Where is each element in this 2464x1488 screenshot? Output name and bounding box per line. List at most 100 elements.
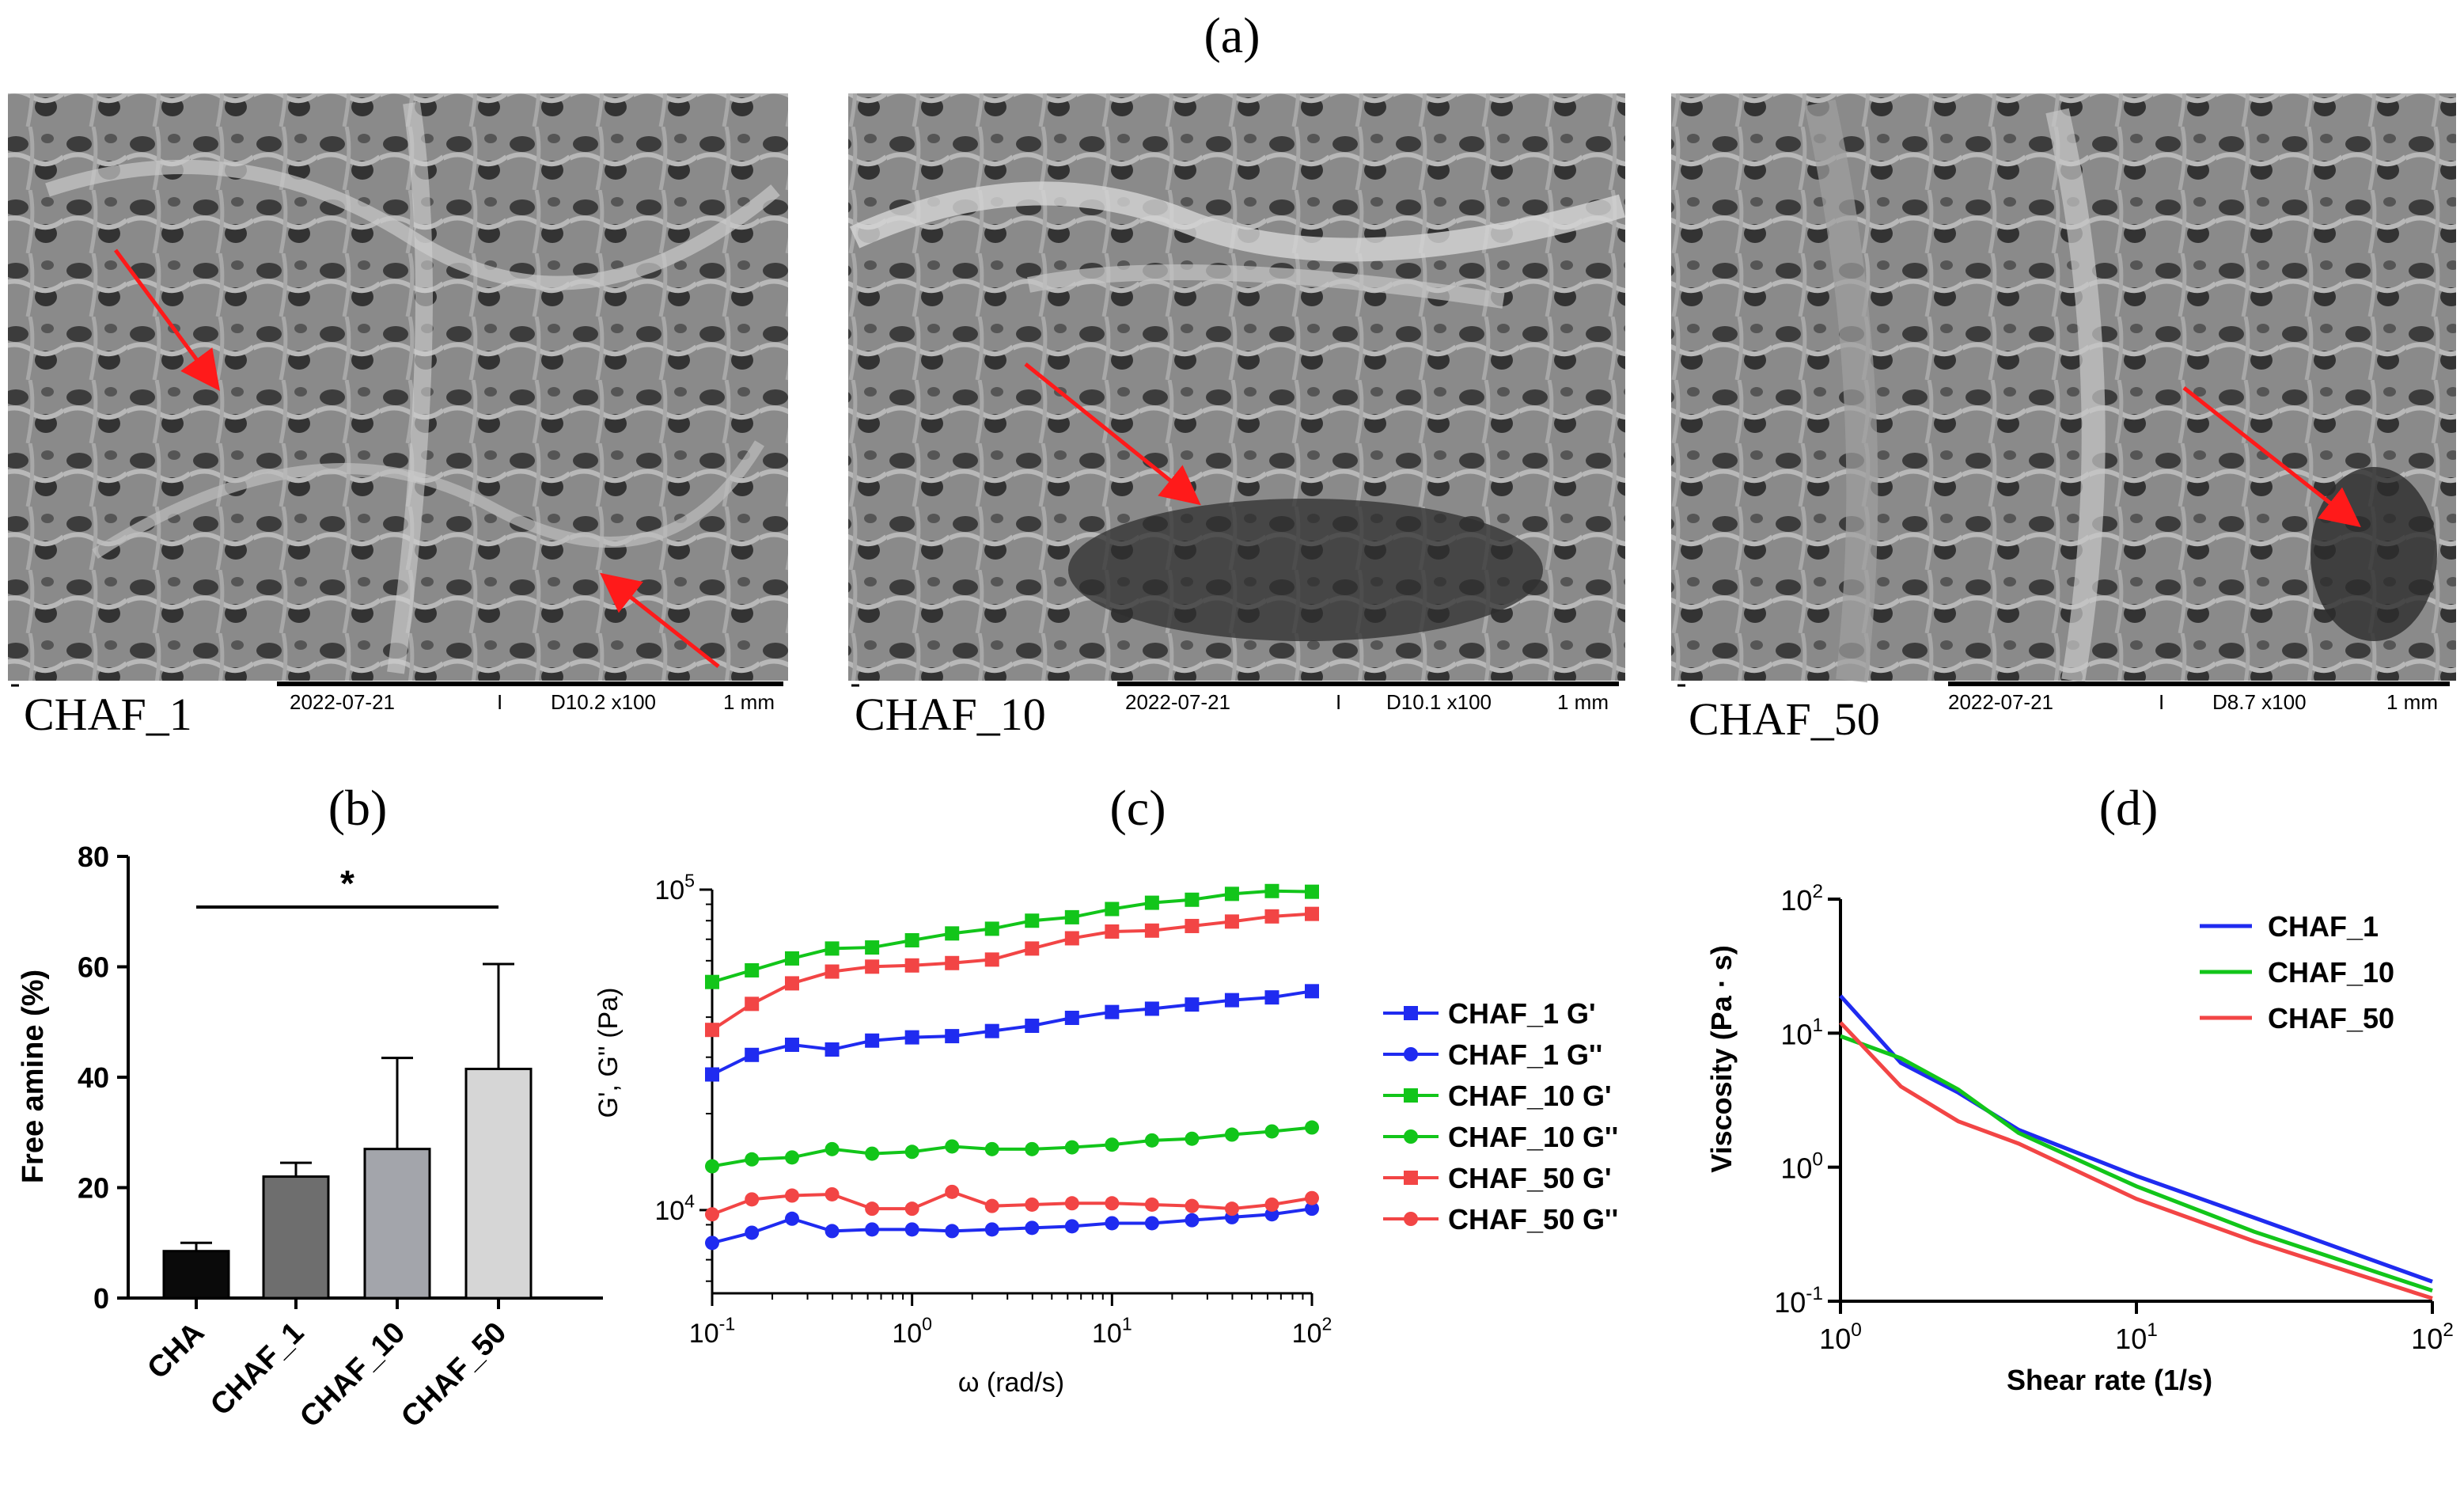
x-tick-label: 101 [2115,1319,2158,1355]
panel-c-label: (c) [1109,780,1166,836]
data-point [865,1146,880,1161]
series-line [711,889,1313,984]
data-point [705,1067,719,1082]
data-point [1025,913,1040,928]
pore-arrow [1024,363,1201,506]
data-point [1144,895,1159,910]
data-point [745,1152,760,1167]
data-point [945,1224,960,1239]
data-point [1305,906,1319,921]
sample-label: CHAF_10 [855,689,1046,740]
data-point [1305,884,1319,899]
data-point [1064,1010,1079,1025]
image-magnification: D10.1 x100 [1386,690,1492,714]
data-point [1105,1004,1120,1019]
data-point [1224,1201,1239,1217]
legend-label: CHAF_1 G'' [1448,1038,1602,1071]
y-axis-label: Viscosity (Pa · s) [1705,945,1738,1172]
data-point [1144,1001,1159,1016]
y-tick-label: 40 [78,1061,109,1094]
panel-d-label: (d) [2099,780,2159,836]
sem-caption-2: CHAF_10 2022-07-21 I D10.1 x100 1 mm [851,681,1619,740]
y-tick-label: 101 [1780,1015,1823,1050]
data-point [1144,923,1159,938]
panel-b-label: (b) [328,780,388,836]
x-tick-label: CHAF_10 [294,1316,411,1434]
x-tick-label: 101 [1092,1314,1132,1349]
data-point [1105,924,1120,939]
data-point [1105,1216,1120,1231]
data-point [865,1201,880,1217]
bar-chart-free-amine: Free amine (%) 0 20 40 60 80 CHACHAF_1CHAF_10… [17,841,603,1434]
data-point [1264,909,1279,924]
legend-label: CHAF_50 G'' [1448,1203,1618,1236]
legend-marker [1404,1212,1418,1226]
data-point [824,1224,840,1239]
data-point [1224,914,1239,929]
image-magnification: D10.2 x100 [551,690,656,714]
x-axis-label: ω (rad/s) [958,1368,1064,1398]
scale-bar-label: 1 mm [2386,690,2438,714]
legend-label: CHAF_10 G' [1448,1080,1612,1112]
data-point [705,974,719,989]
line-chart-modulus: G', G'' (Pa) ω (rad/s) 104 105 10-1 100 101 1… [593,871,1618,1398]
image-date: 2022-07-21 [1125,690,1230,714]
y-tick-label: 0 [93,1282,109,1315]
legend-label: CHAF_50 [2268,1002,2394,1034]
data-point [784,1038,799,1053]
data-point [1025,1197,1040,1212]
data-point [824,1042,840,1057]
y-tick-label: 105 [654,871,695,905]
data-point [1105,902,1120,917]
image-separator: I [1336,690,1341,714]
data-point [904,958,919,973]
image-separator: I [497,690,502,714]
x-tick-label: 102 [1292,1314,1332,1349]
data-point [904,1030,919,1045]
y-tick-label: 80 [78,841,109,873]
x-tick-label: CHAF_1 [204,1316,310,1422]
data-point [1025,1220,1040,1236]
data-point [984,1222,999,1237]
series-line [1839,994,2433,1284]
data-point [1064,1219,1079,1234]
image-date: 2022-07-21 [290,690,395,714]
data-point [865,1033,880,1048]
data-point [784,1211,799,1226]
data-point [865,959,880,974]
x-tick-label: 100 [1819,1319,1862,1355]
data-point [1025,941,1040,956]
data-point [1224,993,1239,1008]
pore-arrow [600,572,720,668]
legend-marker [1404,1129,1418,1144]
data-point [824,1141,840,1156]
data-point [945,926,960,941]
data-point [984,921,999,936]
data-point [1025,1018,1040,1033]
legend-marker [1404,1006,1418,1020]
y-tick-label: 10-1 [1774,1283,1823,1319]
x-tick-label: CHAF_50 [395,1316,513,1434]
data-point [945,1029,960,1044]
sem-caption-3: CHAF_50 2022-07-21 I D8.7 x100 1 mm [1677,681,2450,745]
data-point [1224,886,1239,902]
data-point [945,955,960,970]
data-point [1185,1213,1200,1228]
data-point [1144,1197,1159,1212]
series-line [1840,1034,2433,1293]
y-tick-label: 20 [78,1172,109,1205]
y-tick-label: 104 [654,1191,695,1226]
sem-image-1 [8,93,788,681]
legend-marker [1404,1088,1418,1103]
data-point [1305,1120,1319,1135]
data-point [984,1023,999,1038]
x-tick-label: CHA [141,1316,210,1386]
data-point [1305,984,1319,999]
legend-label: CHAF_50 G' [1448,1162,1612,1194]
scale-bar-label: 1 mm [1557,690,1609,714]
pore-arrow [2182,386,2361,528]
data-point [705,1207,719,1222]
data-point [824,964,840,979]
data-point [824,1186,840,1201]
sem-caption-1: CHAF_1 2022-07-21 I D10.2 x100 1 mm [11,681,783,740]
